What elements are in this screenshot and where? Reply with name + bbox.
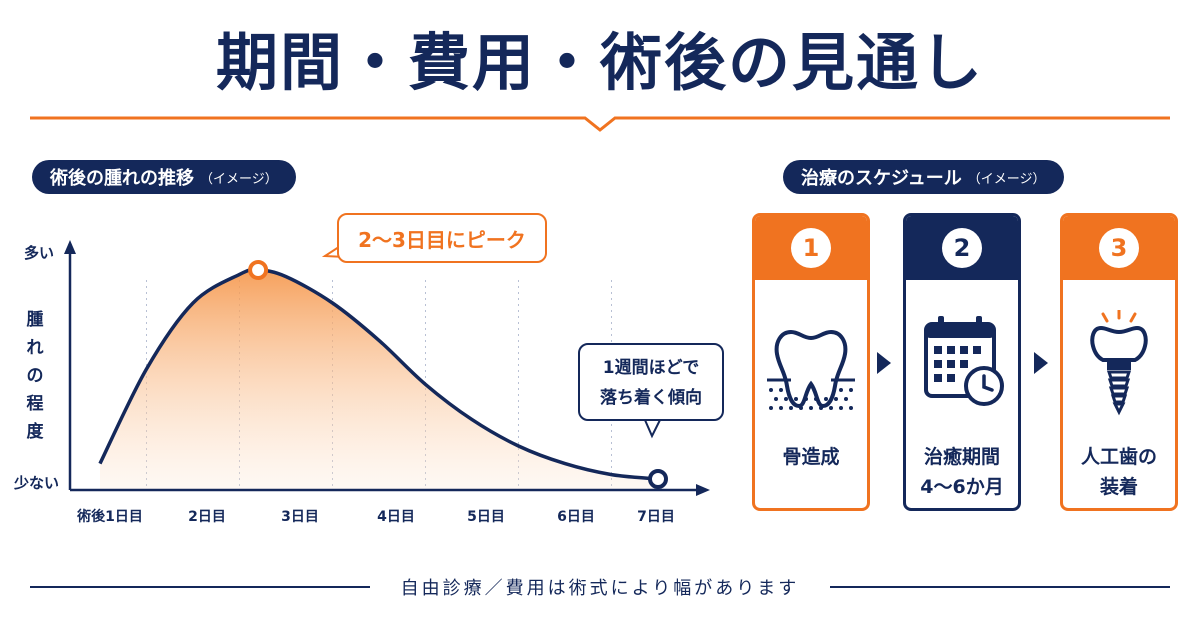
step-arrow-1-icon: [877, 352, 891, 374]
swelling-heading-note: （イメージ）: [200, 171, 278, 187]
footer-line-right: [830, 586, 1170, 588]
step-3-number: 3: [1099, 228, 1139, 268]
step-2-header: 2: [906, 216, 1018, 280]
step-1-label: 骨造成: [755, 442, 867, 472]
x-tick-label: 3日目: [281, 509, 319, 525]
schedule-step-1: 1 骨造成: [752, 213, 870, 511]
x-tick-label: 5日目: [467, 509, 505, 525]
step-1-label-line1: 骨造成: [782, 446, 840, 468]
step-1-header: 1: [755, 216, 867, 280]
footer-text: 自由診療／費用は術式により幅があります: [386, 578, 814, 599]
step-arrow-2-icon: [1034, 352, 1048, 374]
settle-marker: [648, 469, 668, 489]
step-2-label-line2: 4〜6か月: [920, 476, 1004, 498]
schedule-heading-text: 治療のスケジュール: [801, 168, 962, 189]
settle-callout-line1: 1週間ほどで: [602, 358, 700, 378]
step-1-number: 1: [791, 228, 831, 268]
y-high-label: 多い: [24, 244, 55, 262]
x-tick-label: 術後1日目: [77, 509, 143, 525]
schedule-heading-note: （イメージ）: [967, 171, 1046, 187]
peak-marker: [248, 260, 269, 280]
dental-implant-icon: [1063, 310, 1175, 420]
swelling-heading-text: 術後の腫れの推移: [50, 168, 194, 189]
tooth-bone-icon: [755, 310, 867, 420]
title-divider: [30, 116, 1170, 132]
x-tick-label: 6日目: [557, 509, 595, 525]
settle-callout-line2: 落ち着く傾向: [600, 388, 702, 408]
calendar-clock-icon: [906, 310, 1018, 420]
step-3-label: 人工歯の 装着: [1063, 442, 1175, 502]
swelling-section-heading: 術後の腫れの推移 （イメージ）: [32, 160, 296, 194]
footer-line-left: [30, 586, 370, 588]
settle-callout-pointer: [643, 419, 662, 439]
y-low-label: 少ない: [14, 474, 60, 492]
step-2-label-line1: 治癒期間: [923, 446, 1000, 468]
x-tick-label: 7日目: [637, 509, 675, 525]
step-3-label-line1: 人工歯の: [1080, 446, 1157, 468]
step-3-label-line2: 装着: [1099, 476, 1138, 498]
step-2-number: 2: [942, 228, 982, 268]
step-3-header: 3: [1063, 216, 1175, 280]
x-tick-label: 2日目: [188, 509, 226, 525]
settle-callout: 1週間ほどで 落ち着く傾向: [578, 343, 724, 421]
swelling-line: [98, 268, 659, 481]
schedule-step-3: 3 人工歯の 装着: [1060, 213, 1178, 511]
peak-callout: 2〜3日目にピーク: [337, 213, 547, 263]
x-tick-label: 4日目: [377, 509, 415, 525]
schedule-section-heading: 治療のスケジュール （イメージ）: [783, 160, 1064, 194]
swelling-chart: [64, 240, 710, 496]
x-axis-arrow-icon: [696, 484, 710, 496]
step-2-label: 治癒期間 4〜6か月: [906, 442, 1018, 502]
schedule-step-2: 2 治癒期間 4〜6か月: [903, 213, 1021, 511]
swelling-area: [100, 269, 658, 490]
y-axis-arrow-icon: [64, 240, 76, 254]
footer-note: 自由診療／費用は術式により幅があります: [0, 574, 1200, 600]
y-axis-title: 腫れの程度: [26, 310, 44, 442]
page-title: 期間・費用・術後の見通し: [215, 26, 984, 99]
